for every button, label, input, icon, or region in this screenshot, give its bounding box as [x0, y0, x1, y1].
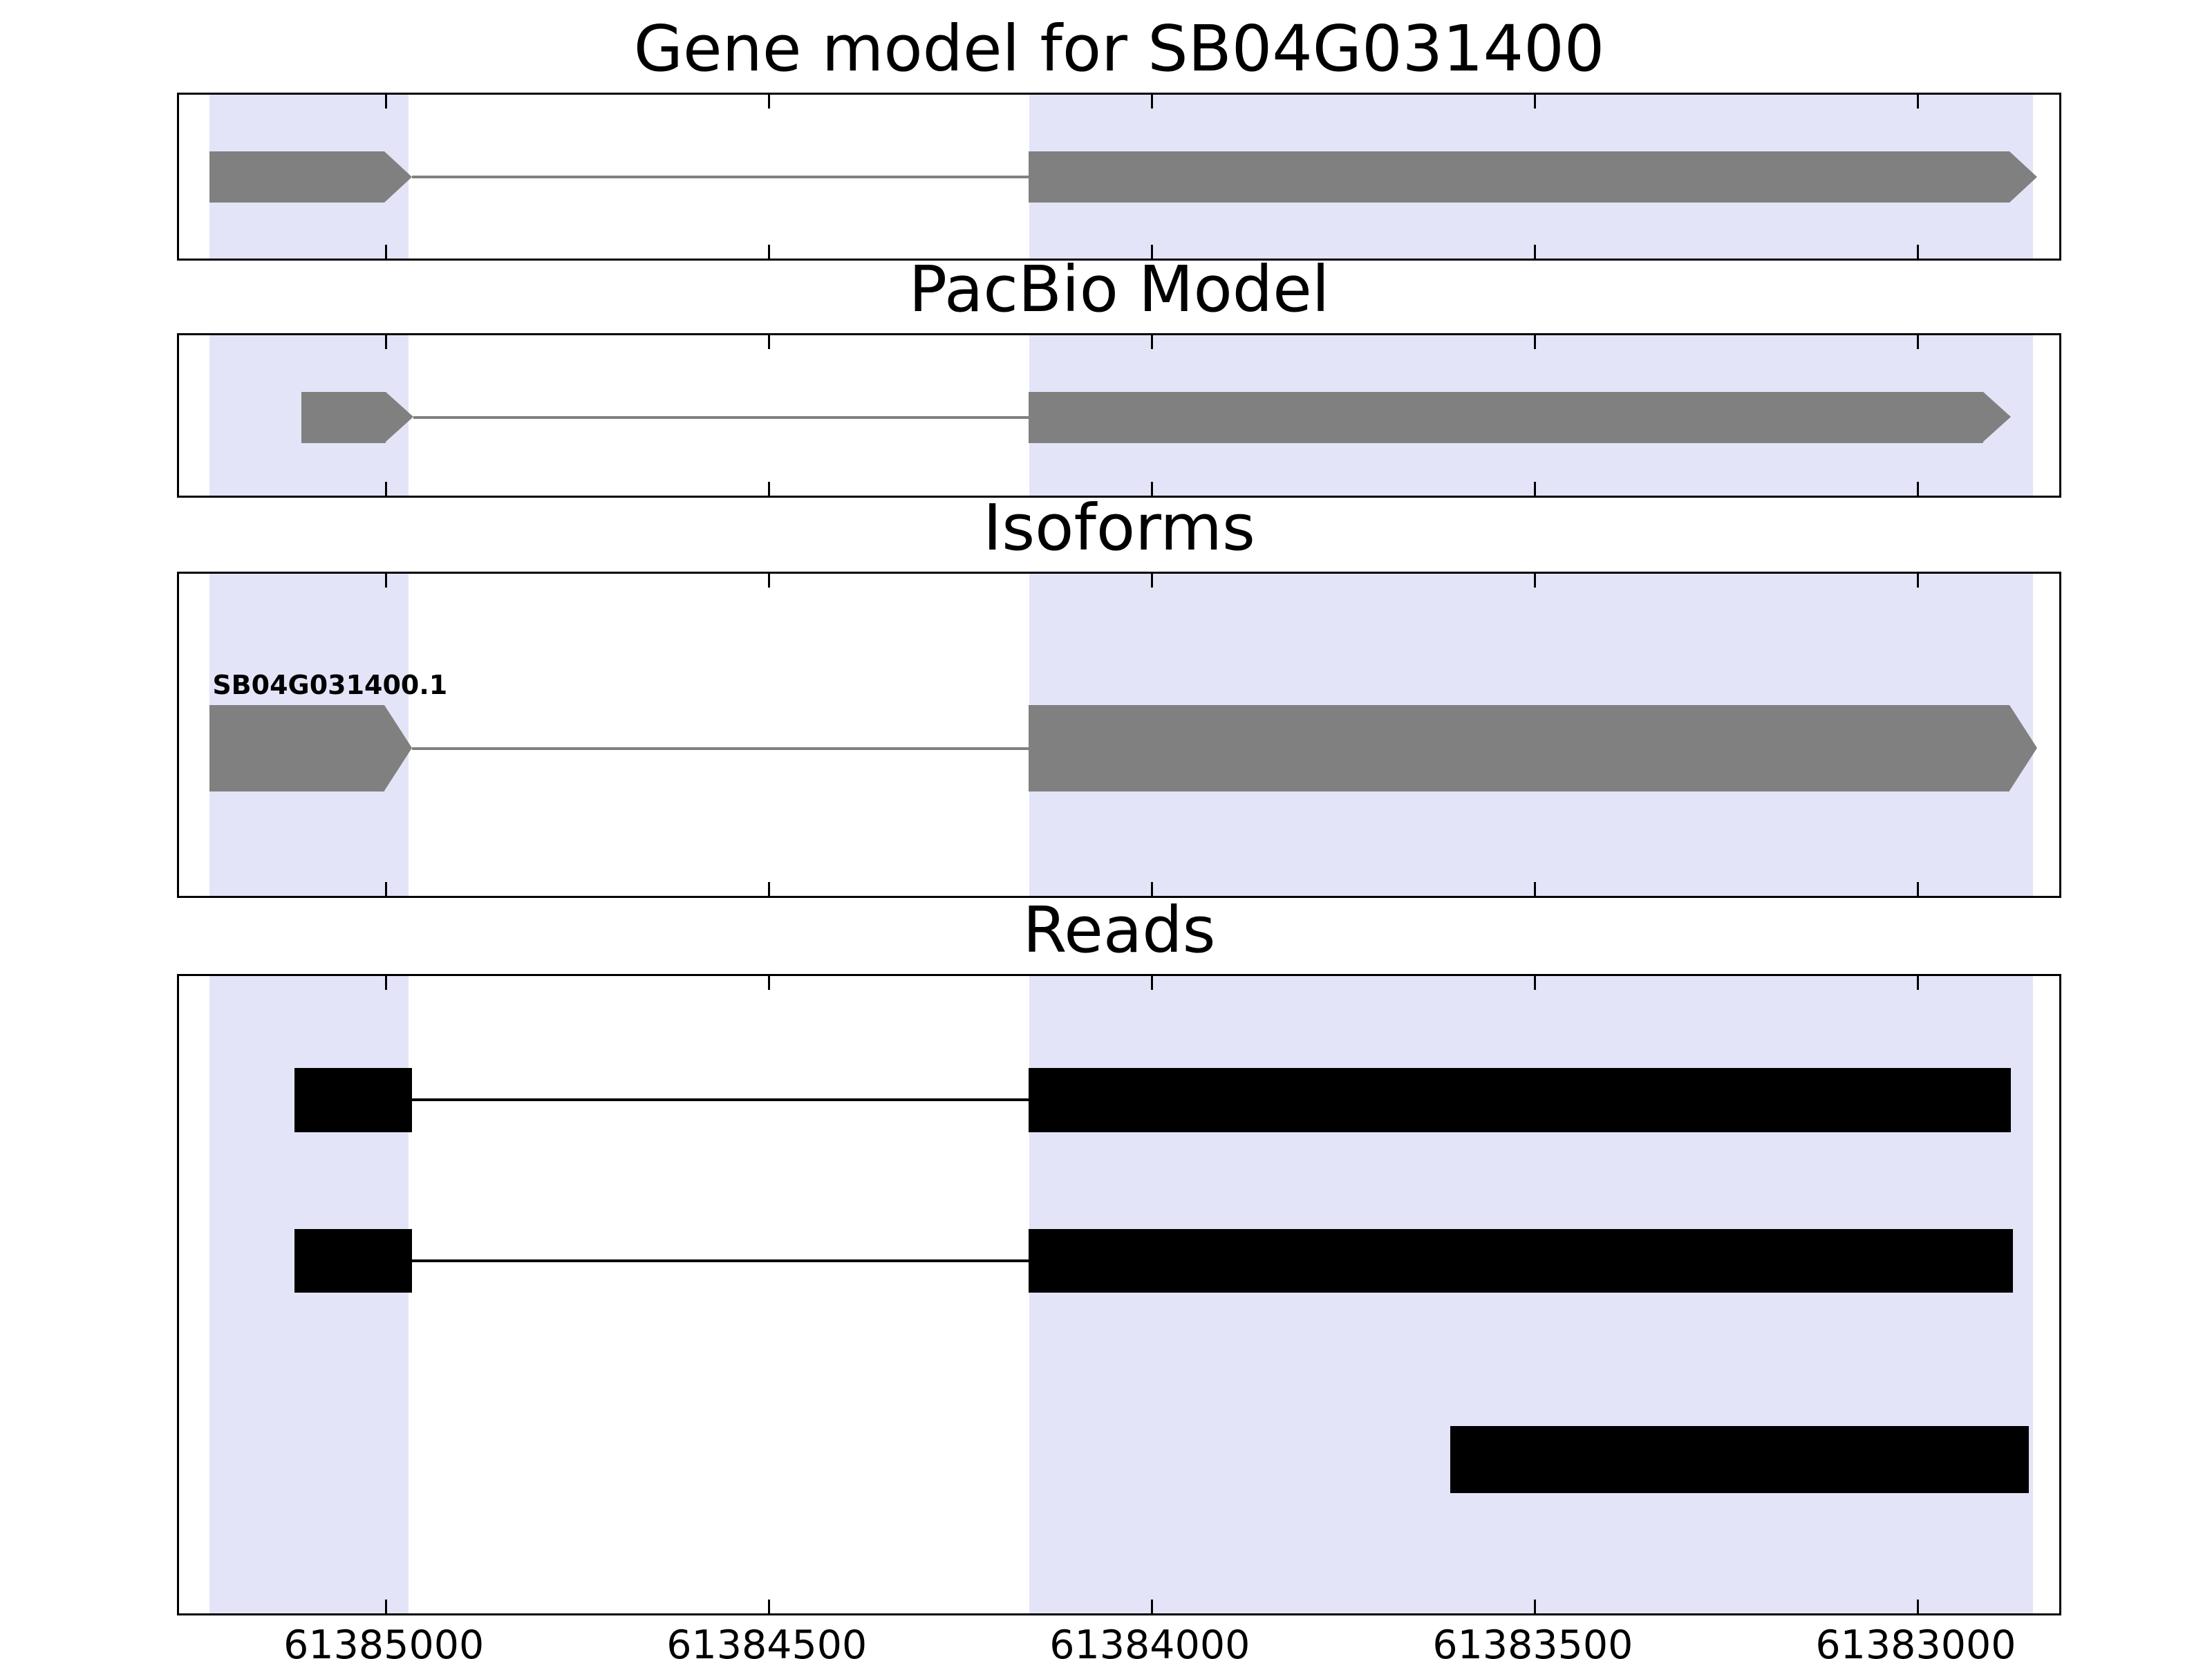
exon-arrow-tip — [384, 705, 412, 791]
axis-tick-top — [384, 95, 387, 109]
panel-pacbio-model — [177, 333, 2061, 498]
exon-block — [1028, 151, 2010, 203]
read-block — [1450, 1425, 2030, 1494]
x-tick-label: 61383000 — [1815, 1622, 2016, 1659]
exon-arrow-tip — [2009, 705, 2038, 791]
panel-title-gene-model: Gene model for SB04G031400 — [633, 12, 1605, 86]
exon-block — [301, 392, 386, 443]
axis-tick-bottom — [767, 882, 770, 896]
axis-tick-top — [1916, 574, 1919, 588]
exon-arrow-tip — [2009, 151, 2038, 203]
axis-tick-bottom — [767, 1600, 770, 1613]
read-block — [294, 1228, 412, 1293]
axis-tick-bottom — [384, 882, 387, 896]
read-block — [1028, 1228, 2013, 1293]
exon-block — [209, 705, 384, 791]
axis-tick-top — [384, 335, 387, 349]
axis-tick-bottom — [767, 482, 770, 496]
panel-reads — [177, 974, 2061, 1615]
exon-block — [209, 151, 384, 203]
axis-tick-top — [1533, 95, 1536, 109]
axis-tick-bottom — [1533, 1600, 1536, 1613]
axis-tick-top — [1916, 976, 1919, 990]
x-tick-label: 61384500 — [666, 1622, 868, 1659]
intron-line — [411, 747, 1029, 750]
axis-tick-top — [1150, 95, 1153, 109]
read-connector-line — [411, 1098, 1029, 1102]
axis-tick-top — [767, 574, 770, 588]
axis-tick-bottom — [384, 245, 387, 259]
axis-tick-bottom — [384, 482, 387, 496]
read-connector-line — [411, 1259, 1029, 1263]
panel-title-reads: Reads — [1022, 893, 1216, 967]
x-tick-label: 61383500 — [1432, 1622, 1633, 1659]
x-tick-label: 61384000 — [1049, 1622, 1250, 1659]
read-block — [1028, 1067, 2011, 1132]
axis-tick-bottom — [384, 1600, 387, 1613]
axis-tick-bottom — [1150, 245, 1153, 259]
x-tick-label: 61385000 — [283, 1622, 485, 1659]
exon-block — [1028, 705, 2010, 791]
axis-tick-top — [767, 976, 770, 990]
axis-tick-top — [1150, 335, 1153, 349]
axis-tick-top — [384, 976, 387, 990]
axis-tick-bottom — [1533, 882, 1536, 896]
isoform-label: SB04G031400.1 — [212, 670, 448, 701]
axis-tick-bottom — [1150, 882, 1153, 896]
axis-tick-bottom — [1150, 1600, 1153, 1613]
axis-tick-bottom — [1916, 245, 1919, 259]
intron-line — [413, 416, 1029, 419]
axis-tick-top — [1916, 335, 1919, 349]
axis-tick-bottom — [1916, 882, 1919, 896]
axis-tick-bottom — [1916, 1600, 1919, 1613]
panel-title-isoforms: Isoforms — [983, 491, 1255, 565]
exon-arrow-tip — [1983, 392, 2011, 442]
axis-tick-top — [1150, 574, 1153, 588]
axis-tick-bottom — [1916, 482, 1919, 496]
axis-tick-top — [767, 335, 770, 349]
axis-tick-top — [1916, 95, 1919, 109]
panel-title-pacbio-model: PacBio Model — [908, 252, 1330, 326]
axis-tick-top — [384, 574, 387, 588]
axis-tick-top — [1533, 976, 1536, 990]
read-block — [294, 1067, 412, 1132]
exon-arrow-tip — [384, 151, 412, 203]
panel-gene-model — [177, 93, 2061, 261]
exon-block — [1028, 392, 1983, 443]
axis-tick-bottom — [1533, 482, 1536, 496]
axis-tick-top — [1533, 574, 1536, 588]
axis-tick-bottom — [1533, 245, 1536, 259]
axis-tick-top — [1533, 335, 1536, 349]
exon-arrow-tip — [386, 392, 414, 442]
intron-line — [411, 176, 1029, 179]
axis-tick-bottom — [767, 245, 770, 259]
axis-tick-top — [1150, 976, 1153, 990]
panel-isoforms: SB04G031400.1 — [177, 572, 2061, 898]
axis-tick-top — [767, 95, 770, 109]
axis-tick-bottom — [1150, 482, 1153, 496]
